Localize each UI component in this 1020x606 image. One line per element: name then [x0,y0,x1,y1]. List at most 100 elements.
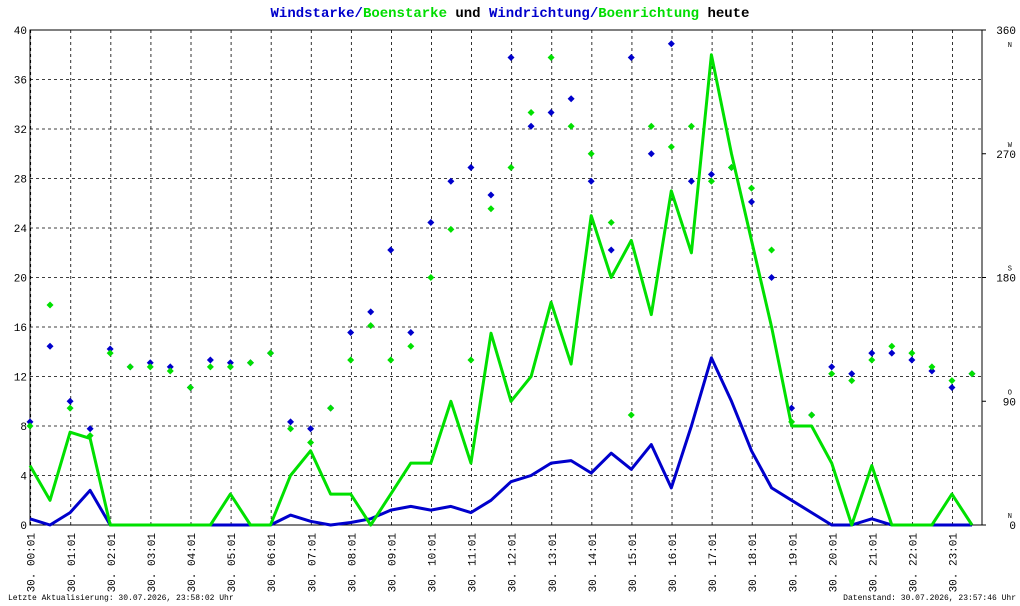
direction-point [828,363,836,371]
direction-point [888,342,896,350]
direction-point [908,349,916,357]
direction-point [908,356,916,364]
x-tick-label: 30. 06:01 [267,533,279,593]
plot-frame [29,29,983,526]
direction-point [26,418,34,426]
x-tick-label: 30. 20:01 [828,533,840,593]
direction-point [627,54,635,61]
y-tick-label: 36 [14,76,27,88]
direction-point [768,274,776,281]
y2-compass-label: W [1008,142,1013,150]
direction-point [387,356,395,364]
x-tick-label: 30. 08:01 [347,533,359,593]
direction-point [447,225,455,233]
direction-point [567,95,575,103]
direction-point [206,363,214,371]
direction-point [246,359,254,367]
x-tick-label: 30. 23:01 [949,533,961,593]
direction-point [287,425,295,433]
x-tick-label: 30. 02:01 [107,533,119,593]
x-tick-label: 30. 17:01 [708,533,720,593]
direction-point [587,177,595,185]
direction-point [487,205,495,213]
direction-point [166,367,174,375]
x-tick-label: 30. 01:01 [67,533,79,593]
title-part: Boenstarke [363,6,447,22]
direction-point [968,370,976,378]
direction-point [146,363,154,371]
x-tick-label: 30. 13:01 [548,533,560,593]
x-tick-label: 30. 14:01 [588,533,600,593]
direction-point [707,170,715,178]
direction-point [567,122,575,130]
x-tick-label: 30. 00:01 [27,533,39,593]
x-tick-label: 30. 21:01 [868,533,880,593]
y2-tick-label: 360 [996,26,1016,38]
title-part: Windstarke [271,6,355,22]
x-tick-label: 30. 19:01 [788,533,800,593]
title-part: / [355,6,363,22]
direction-point [367,322,375,330]
direction-point [507,164,515,171]
direction-point [687,122,695,130]
x-tick-label: 30. 22:01 [909,533,921,593]
direction-point [267,349,275,357]
direction-point [407,342,415,350]
title-part: Windrichtung [489,6,590,22]
direction-point [948,377,956,385]
y2-tick-label: 0 [1009,521,1016,533]
direction-point [587,150,595,158]
direction-point [647,150,655,158]
direction-point [527,109,535,116]
direction-point [327,404,335,412]
direction-point [427,274,435,281]
x-tick-label: 30. 10:01 [428,533,440,593]
direction-point [748,184,756,192]
direction-point [66,404,74,412]
y-tick-label: 32 [14,125,27,137]
direction-point [667,40,675,48]
direction-point [66,397,74,405]
direction-point [467,164,475,171]
x-tick-label: 30. 05:01 [227,533,239,593]
direction-point [768,246,776,254]
direction-point [547,54,555,61]
direction-point [347,356,355,364]
y-tick-label: 4 [20,472,27,484]
direction-point [687,177,695,185]
direction-point [928,367,936,375]
y2-tick-label: 90 [1003,397,1016,409]
y2-compass-label: O [1008,389,1012,397]
direction-point [888,349,896,357]
direction-point [707,177,715,185]
chart-title: Windstarke/Boenstarke und Windrichtung/B… [271,6,750,22]
y2-tick-label: 270 [996,150,1016,162]
direction-point [467,356,475,364]
direction-point [848,377,856,385]
direction-point [226,359,234,367]
direction-point [627,411,635,419]
direction-point [186,384,194,391]
direction-point [226,363,234,371]
title-part: Boenrichtung [598,6,699,22]
direction-point [407,329,415,336]
direction-point [387,246,395,254]
direction-point [868,356,876,364]
direction-point [547,109,555,116]
direction-point [166,363,174,371]
x-tick-label: 30. 11:01 [468,533,480,593]
x-tick-label: 30. 16:01 [668,533,680,593]
direction-point [667,143,675,151]
direction-point [828,370,836,378]
direction-point [848,370,856,378]
direction-point [126,363,134,371]
title-part: heute [699,6,749,22]
direction-point [868,349,876,357]
direction-point [46,342,54,350]
y2-compass-label: S [1008,266,1012,274]
y2-compass-label: N [1008,42,1012,50]
y-tick-label: 20 [14,274,27,286]
direction-point [307,439,315,446]
x-tick-label: 30. 18:01 [748,533,760,593]
